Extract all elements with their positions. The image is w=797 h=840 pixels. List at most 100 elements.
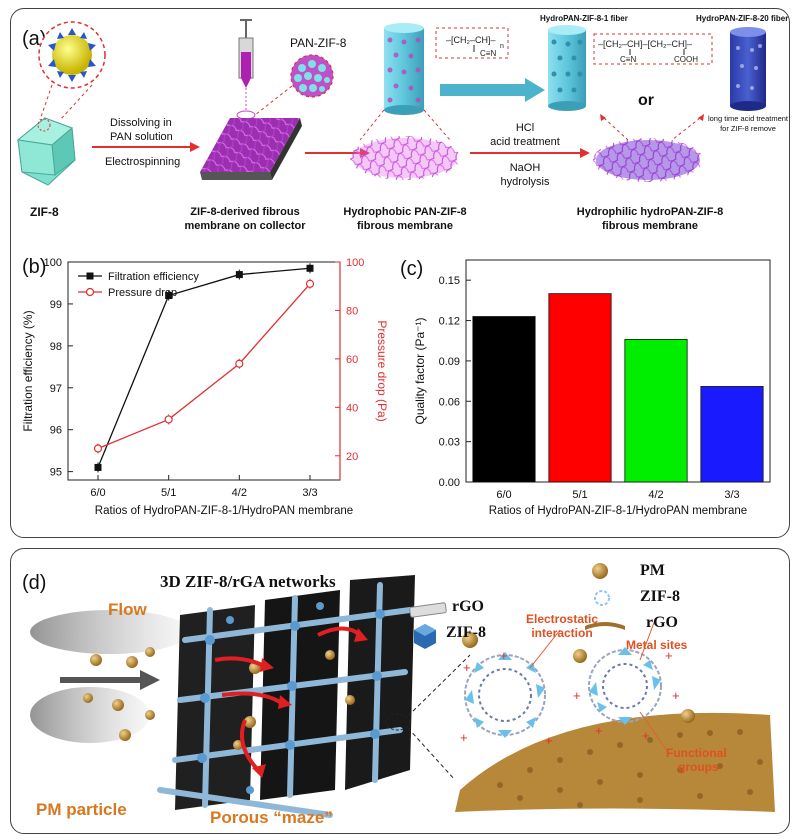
pm-particles-right xyxy=(462,632,695,723)
step-dissolve-1: Dissolving in xyxy=(110,117,172,129)
data-point xyxy=(94,463,102,471)
x-tick-label: 4/2 xyxy=(232,487,247,499)
y-axis-label: Filtration efficiency (%) xyxy=(21,310,35,431)
metal-sites-label: Metal sites xyxy=(626,638,688,652)
bar-1 xyxy=(472,316,536,483)
rgo-sheet xyxy=(455,712,775,812)
pm-legend-icon xyxy=(592,563,608,579)
legend-rgo-label: rGO xyxy=(452,598,484,615)
data-point xyxy=(164,415,173,424)
zif8-zoom-circle xyxy=(38,21,106,121)
svg-text:+: + xyxy=(545,733,553,748)
y-tick-label: 100 xyxy=(44,257,62,269)
svg-text:+: + xyxy=(460,730,468,745)
x-tick-label: 5/1 xyxy=(161,487,176,499)
y-tick-label: 0.12 xyxy=(439,316,460,328)
x-tick-label: 6/0 xyxy=(496,489,511,501)
svg-text:+: + xyxy=(665,648,673,663)
plot-frame xyxy=(465,259,771,483)
hydrophobic-label-1: Hydrophobic PAN-ZIF-8 xyxy=(343,206,467,218)
svg-text:C≡N: C≡N xyxy=(620,55,636,64)
zoom-line-1 xyxy=(407,654,471,717)
chart-b: 95 96 97 98 99 100 20 40 60 80 100 6/0 5/1 4/2 3/3 Rati… xyxy=(21,257,389,517)
legend-marker xyxy=(85,287,95,297)
legend-label: Filtration efficiency xyxy=(108,271,199,283)
hydropan-zif8-20-fiber xyxy=(730,27,766,111)
svg-text:+: + xyxy=(463,660,471,675)
fiber20-label: HydroPAN-ZIF-8-20 fiber xyxy=(696,14,789,23)
svg-text:C≡N: C≡N xyxy=(480,49,496,58)
legend-label: Pressure drop xyxy=(108,287,177,299)
y-tick-label: 96 xyxy=(50,425,62,437)
y-tick-label: 0.03 xyxy=(439,437,460,449)
svg-text:–[CH₂–CH]–: –[CH₂–CH]– xyxy=(446,35,496,45)
pan-zif8-fiber: –[CH₂–CH]– n C≡N xyxy=(384,23,509,115)
functional-label-1: Functional xyxy=(666,746,727,760)
bar-2 xyxy=(548,293,612,483)
x-tick-label: 4/2 xyxy=(648,489,663,501)
svg-text:COOH: COOH xyxy=(674,55,698,64)
svg-text:+: + xyxy=(672,688,680,703)
x-tick-label: 5/1 xyxy=(572,489,587,501)
svg-text:+: + xyxy=(642,728,650,743)
x-axis-label: Ratios of HydroPAN-ZIF-8-1/HydroPAN memb… xyxy=(489,505,747,517)
data-point xyxy=(235,271,243,279)
maze-label: Porous “maze” xyxy=(210,808,333,827)
network-title: 3D ZIF-8/rGA networks xyxy=(160,572,336,591)
electrostatic-label-2: interaction xyxy=(531,626,593,640)
svg-text:–[CH₂–CH]–[CH₂–CH]–: –[CH₂–CH]–[CH₂–CH]– xyxy=(598,39,692,49)
data-point xyxy=(165,292,173,300)
legend2-zif8-label: ZIF-8 xyxy=(640,588,680,605)
positive-charges: + + + + + + + + + xyxy=(460,648,680,748)
y2-tick-label: 40 xyxy=(346,402,358,414)
pan-zif8-label: PAN-ZIF-8 xyxy=(290,36,347,50)
rgo-legend-icon xyxy=(409,602,447,618)
x-tick-label: 3/3 xyxy=(724,489,739,501)
pm-particles-left xyxy=(83,647,155,741)
longtime-label-2: for ZIF-8 remove xyxy=(720,124,776,133)
zif8-crystal xyxy=(16,117,76,186)
data-point xyxy=(305,279,315,288)
y-tick-label: 95 xyxy=(50,467,62,479)
treat-acid: acid treatment xyxy=(490,136,560,148)
zif8-label: ZIF-8 xyxy=(30,205,59,219)
hydrophilic-mesh xyxy=(593,114,704,182)
y-tick-label: 99 xyxy=(50,299,62,311)
zoom-line-2 xyxy=(407,727,456,781)
treat-hydrolysis: hydrolysis xyxy=(500,176,550,188)
bar-4 xyxy=(700,386,764,483)
collector-label-2: membrane on collector xyxy=(184,220,306,232)
treat-hcl: HCl xyxy=(515,122,535,134)
hydrophobic-label-2: fibrous membrane xyxy=(357,220,453,232)
pan-zif8-zoom xyxy=(254,54,334,116)
step-dissolve-2: PAN solution xyxy=(110,131,173,143)
legend2-rgo-label: rGO xyxy=(646,614,678,631)
hydropan-zif8-1-fiber: –[CH₂–CH]–[CH₂–CH]– C≡N COOH xyxy=(548,25,713,111)
data-point xyxy=(306,264,314,272)
hydrophilic-label-1: Hydrophilic hydroPAN-ZIF-8 xyxy=(576,206,724,218)
rga-network xyxy=(157,575,415,818)
bar-3 xyxy=(624,338,688,483)
y-axis-label: Quality factor (Pa⁻¹) xyxy=(413,317,427,424)
svg-text:+: + xyxy=(573,688,581,703)
or-label: or xyxy=(638,92,654,109)
zif8-framework-2 xyxy=(588,647,662,725)
panel-d-label: (d) xyxy=(22,572,47,594)
series-line-2 xyxy=(97,283,311,450)
y2-axis-label: Pressure drop (Pa) xyxy=(375,320,389,421)
rgo-legend2-icon xyxy=(585,622,625,630)
y2-tick-label: 100 xyxy=(346,257,364,269)
panel-c-label: (c) xyxy=(400,258,424,280)
pan-zif8-mesh xyxy=(350,109,460,180)
data-point xyxy=(93,444,103,453)
y-tick-label: 98 xyxy=(50,341,62,353)
fiber1-label: HydroPAN-ZIF-8-1 fiber xyxy=(540,14,628,23)
y-tick-label: 0.09 xyxy=(439,356,460,368)
zoom-ellipse xyxy=(385,713,411,731)
svg-text:+: + xyxy=(595,723,603,738)
hydrophilic-label-2: fibrous membrane xyxy=(602,220,698,232)
panel-a-schematic: –[CH₂–CH]– n C≡N –[CH₂–CH]–[CH₂–CH]– C≡N… xyxy=(16,19,766,186)
legend-marker xyxy=(86,272,94,280)
collector-label-1: ZIF-8-derived fibrous xyxy=(190,206,300,218)
